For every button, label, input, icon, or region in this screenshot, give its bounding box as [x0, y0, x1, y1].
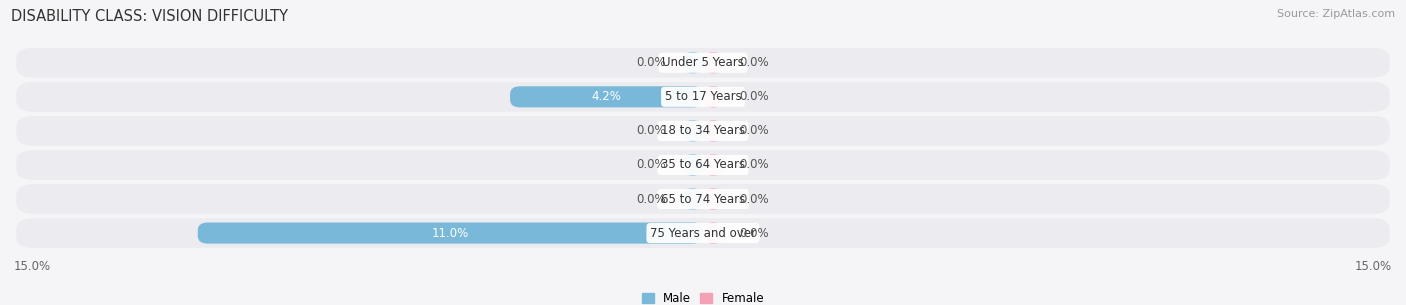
FancyBboxPatch shape — [703, 120, 724, 142]
FancyBboxPatch shape — [198, 223, 703, 244]
FancyBboxPatch shape — [703, 86, 724, 107]
FancyBboxPatch shape — [17, 116, 1389, 146]
Text: 0.0%: 0.0% — [740, 90, 769, 103]
FancyBboxPatch shape — [682, 154, 703, 175]
Text: 18 to 34 Years: 18 to 34 Years — [661, 124, 745, 137]
Text: Source: ZipAtlas.com: Source: ZipAtlas.com — [1277, 9, 1395, 19]
FancyBboxPatch shape — [703, 52, 724, 73]
FancyBboxPatch shape — [682, 188, 703, 210]
FancyBboxPatch shape — [17, 82, 1389, 112]
FancyBboxPatch shape — [510, 86, 703, 107]
Text: 0.0%: 0.0% — [637, 56, 666, 69]
Legend: Male, Female: Male, Female — [637, 287, 769, 305]
FancyBboxPatch shape — [17, 218, 1389, 248]
Text: 0.0%: 0.0% — [740, 227, 769, 239]
Text: 15.0%: 15.0% — [1355, 260, 1392, 273]
Text: 11.0%: 11.0% — [432, 227, 470, 239]
Text: Under 5 Years: Under 5 Years — [662, 56, 744, 69]
Text: 75 Years and over: 75 Years and over — [650, 227, 756, 239]
FancyBboxPatch shape — [17, 150, 1389, 180]
Text: 0.0%: 0.0% — [740, 192, 769, 206]
Text: 0.0%: 0.0% — [637, 124, 666, 137]
Text: 0.0%: 0.0% — [740, 56, 769, 69]
Text: 15.0%: 15.0% — [14, 260, 51, 273]
FancyBboxPatch shape — [17, 184, 1389, 214]
FancyBboxPatch shape — [17, 48, 1389, 77]
Text: 0.0%: 0.0% — [637, 192, 666, 206]
FancyBboxPatch shape — [682, 52, 703, 73]
Text: 65 to 74 Years: 65 to 74 Years — [661, 192, 745, 206]
FancyBboxPatch shape — [703, 223, 724, 244]
FancyBboxPatch shape — [682, 120, 703, 142]
Text: 0.0%: 0.0% — [740, 159, 769, 171]
FancyBboxPatch shape — [703, 154, 724, 175]
Text: 0.0%: 0.0% — [637, 159, 666, 171]
Text: DISABILITY CLASS: VISION DIFFICULTY: DISABILITY CLASS: VISION DIFFICULTY — [11, 9, 288, 24]
Text: 4.2%: 4.2% — [592, 90, 621, 103]
Text: 0.0%: 0.0% — [740, 124, 769, 137]
Text: 35 to 64 Years: 35 to 64 Years — [661, 159, 745, 171]
Text: 5 to 17 Years: 5 to 17 Years — [665, 90, 741, 103]
FancyBboxPatch shape — [703, 188, 724, 210]
